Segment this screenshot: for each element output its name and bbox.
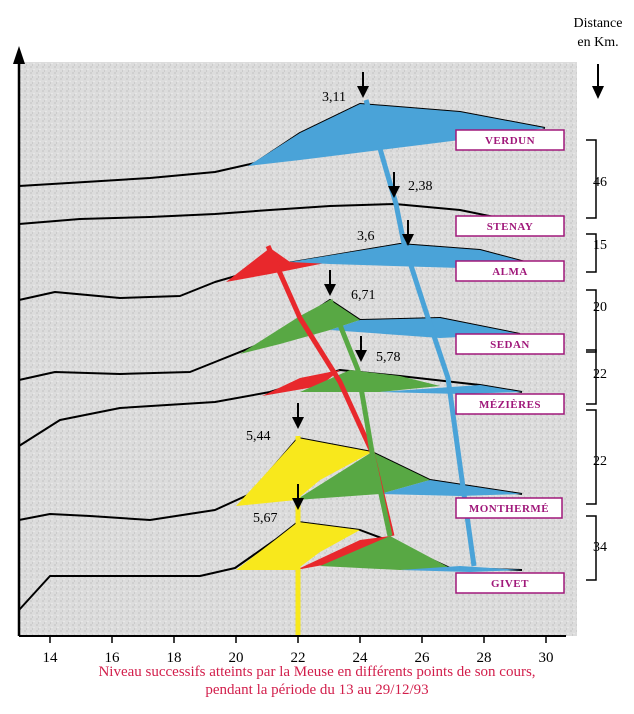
peak-label-mézières: 5,78 — [376, 350, 401, 365]
hydrograph-fill — [400, 566, 522, 572]
peak-arrow-head — [292, 417, 304, 429]
hydrograph-line-alma — [18, 243, 549, 301]
hydrograph-fill — [240, 300, 360, 354]
peak-connector — [363, 99, 477, 567]
x-tick-label: 16 — [105, 650, 121, 666]
caption-line1: Niveau successifs atteints par la Meuse … — [98, 664, 536, 680]
station-label-stenay: STENAY — [487, 221, 534, 233]
peak-arrow-head — [292, 498, 304, 510]
distance-label: 46 — [593, 175, 607, 190]
x-tick-label: 14 — [43, 650, 59, 666]
station-label-sedan: SEDAN — [490, 339, 530, 351]
hydrograph-line-stenay — [18, 203, 549, 229]
x-tick-label: 26 — [415, 650, 431, 666]
distance-arrow — [592, 64, 604, 99]
station-box-givet — [455, 572, 565, 594]
peak-label-givet: 5,67 — [253, 511, 278, 526]
hydrograph-fill — [320, 536, 450, 570]
station-box-mézières — [455, 393, 565, 415]
hydrograph-fill — [300, 370, 440, 392]
distance-bracket — [586, 409, 597, 505]
hydrograph-fill — [296, 452, 430, 500]
x-tick-label: 18 — [167, 650, 182, 666]
station-box-verdun — [455, 129, 565, 151]
hydrograph-line-mézières — [18, 369, 523, 447]
peak-label-sedan: 6,71 — [351, 288, 376, 303]
peak-label-alma: 3,6 — [357, 229, 375, 244]
peak-arrow-head — [402, 234, 414, 246]
distance-label: 34 — [593, 540, 607, 555]
peak-label-stenay: 2,38 — [408, 179, 433, 194]
station-label-givet: GIVET — [491, 578, 529, 590]
x-tick-label: 20 — [229, 650, 244, 666]
station-label-alma: ALMA — [492, 266, 528, 278]
x-tick-label: 30 — [539, 650, 554, 666]
distance-header-line2: en Km. — [577, 35, 618, 50]
hydrograph-fill — [296, 536, 390, 570]
station-box-alma — [455, 260, 565, 282]
station-label-verdun: VERDUN — [485, 135, 535, 147]
distance-brackets: 46 15 20 22 22 34 — [586, 139, 607, 581]
peak-markers: 3,11 2,38 3,6 6,71 5,78 5,44 5,67 — [246, 72, 433, 526]
x-tick-label: 28 — [477, 650, 492, 666]
caption-line2: pendant la période du 13 au 29/12/93 — [205, 682, 429, 698]
distance-bracket — [586, 349, 597, 405]
peak-connector-lines — [265, 99, 477, 636]
x-tick-label: 24 — [353, 650, 369, 666]
distance-label: 20 — [593, 300, 607, 315]
station-box-stenay — [455, 215, 565, 237]
x-ticks: 14 16 18 20 22 24 26 28 30 — [43, 636, 554, 666]
station-label-mézières: MÉZIÈRES — [479, 399, 541, 411]
distance-bracket — [586, 233, 597, 273]
peak-label-monthermé: 5,44 — [246, 429, 271, 444]
hydrograph-fill — [236, 438, 372, 506]
peak-arrow-head — [355, 350, 367, 362]
hydrograph-fill — [262, 370, 340, 396]
peak-arrow-head — [357, 86, 369, 98]
peak-label-verdun: 3,11 — [322, 90, 346, 105]
chart-caption: Niveau successifs atteints par la Meuse … — [0, 663, 634, 699]
peak-arrow-head — [388, 186, 400, 198]
hydrograph-fill — [330, 318, 520, 338]
station-box-monthermé — [455, 497, 563, 519]
distance-bracket — [586, 139, 597, 219]
distance-header-line1: Distance — [574, 16, 623, 31]
distance-label: 15 — [593, 238, 607, 253]
distance-label: 22 — [593, 367, 607, 382]
x-tick-label: 22 — [291, 650, 306, 666]
distance-label: 22 — [593, 454, 607, 469]
station-label-monthermé: MONTHERMÉ — [469, 503, 549, 515]
hydrograph-fill — [248, 104, 545, 166]
hydrograph-fill — [380, 480, 522, 496]
distance-bracket — [586, 515, 597, 581]
distance-bracket — [586, 289, 597, 353]
peak-arrow-head — [324, 284, 336, 296]
peak-connector — [327, 299, 393, 537]
y-axis-arrow — [13, 46, 25, 64]
station-labels: VERDUN STENAY ALMA SEDAN MÉZIÈRES MONTHERMÉ GI… — [455, 129, 565, 594]
station-box-sedan — [455, 333, 565, 355]
